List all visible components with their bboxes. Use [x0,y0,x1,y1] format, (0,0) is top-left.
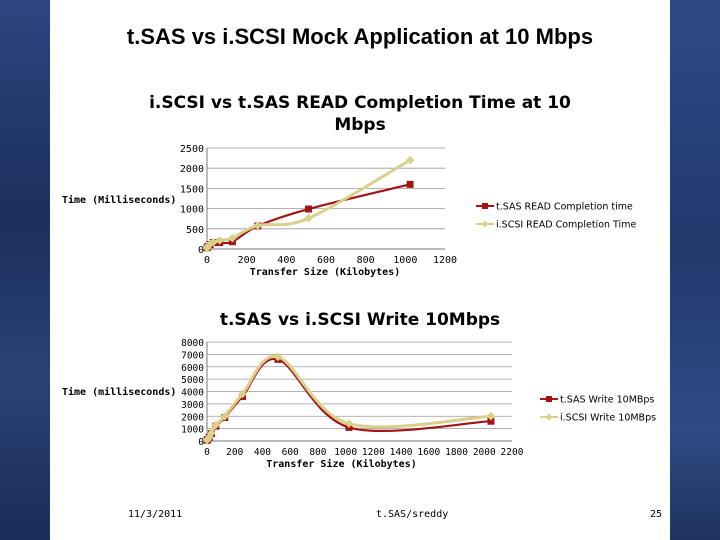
y-tick-label: 0 [198,437,204,448]
data-point-iscsi [238,389,247,399]
x-tick-label: 200 [226,447,243,458]
x-tick-label: 2000 [473,447,496,458]
y-tick-label: 7000 [181,350,204,361]
x-tick-label: 1000 [393,255,417,266]
data-point-iscsi [486,412,496,421]
y-tick-label: 3000 [181,400,204,411]
legend-label: t.SAS Write 10MBps [560,395,654,406]
data-point-tsas [305,205,313,213]
y-axis-label: Time (Milliseconds) [62,194,176,206]
x-tick-label: 1000 [334,447,357,458]
x-tick-label: 600 [317,255,335,266]
legend-marker [482,203,488,209]
y-tick-label: 5000 [181,375,204,386]
y-axis-label: Time (milliseconds) [62,386,176,398]
data-point-iscsi [220,412,229,421]
x-tick-label: 1400 [390,447,413,458]
x-tick-label: 800 [309,447,326,458]
data-point-iscsi [207,428,216,438]
x-tick-label: 800 [357,255,375,266]
y-tick-label: 1000 [181,425,204,436]
y-tick-label: 8000 [181,338,204,349]
legend-marker [546,396,552,402]
x-tick-label: 400 [254,447,271,458]
y-tick-label: 2000 [181,412,204,423]
page-number: 25 [650,509,663,520]
y-tick-label: 4000 [181,388,204,399]
y-tick-label: 2000 [180,164,204,175]
data-point-iscsi [228,233,237,243]
data-point-iscsi [211,420,221,430]
slide-canvas [50,0,670,540]
data-point-iscsi [344,419,354,428]
x-tick-label: 1600 [417,447,440,458]
data-point-iscsi [215,236,224,245]
x-axis-label: Transfer Size (Kilobytes) [266,458,417,470]
read-completion-chart: 0 500 1000 1500 2000 2500 0 200 400 600 800 1000 120… [62,144,636,278]
background-decor-left [0,0,50,540]
x-tick-label: 0 [204,255,210,266]
x-tick-label: 2200 [501,447,524,458]
y-tick-label: 6000 [181,363,204,374]
legend-label: i.SCSI Write 10MBps [560,413,656,424]
legend-label: i.SCSI READ Completion Time [496,220,636,231]
footer-author: t.SAS/sreddy [376,509,449,520]
slide-title: t.SAS vs i.SCSI Mock Application at 10 M… [126,24,594,49]
x-tick-label: 200 [238,255,256,266]
data-point-iscsi [405,155,415,165]
y-tick-label: 2500 [180,144,204,155]
y-tick-label: 1500 [180,184,204,195]
x-tick-label: 400 [277,255,295,266]
x-tick-label: 1200 [362,447,385,458]
chart1-title-line1: i.SCSI vs t.SAS READ Completion Time at … [149,93,571,113]
x-tick-label: 1200 [433,255,457,266]
background-decor-right [670,0,720,540]
data-point-tsas [406,180,414,188]
y-tick-label: 1000 [180,205,204,216]
x-tick-label: 600 [282,447,299,458]
legend-marker [481,220,489,228]
data-point-iscsi [209,237,218,247]
x-tick-label: 1800 [445,447,468,458]
footer-date: 11/3/2011 [128,509,183,520]
chart1-title: i.SCSI vs t.SAS READ Completion Time at … [100,92,620,136]
y-tick-label: 0 [198,245,204,256]
x-tick-label: 0 [204,447,210,458]
legend-label: t.SAS READ Completion time [496,202,633,213]
chart1-title-line2: Mbps [334,115,386,135]
x-axis-label: Transfer Size (Kilobytes) [250,266,401,278]
data-point-tsas [487,417,495,425]
data-point-iscsi [304,214,313,223]
y-tick-label: 500 [186,225,204,236]
data-point-iscsi [273,352,283,362]
chart2-title: t.SAS vs i.SCSI Write 10Mbps [219,310,501,330]
legend-marker [545,413,553,421]
